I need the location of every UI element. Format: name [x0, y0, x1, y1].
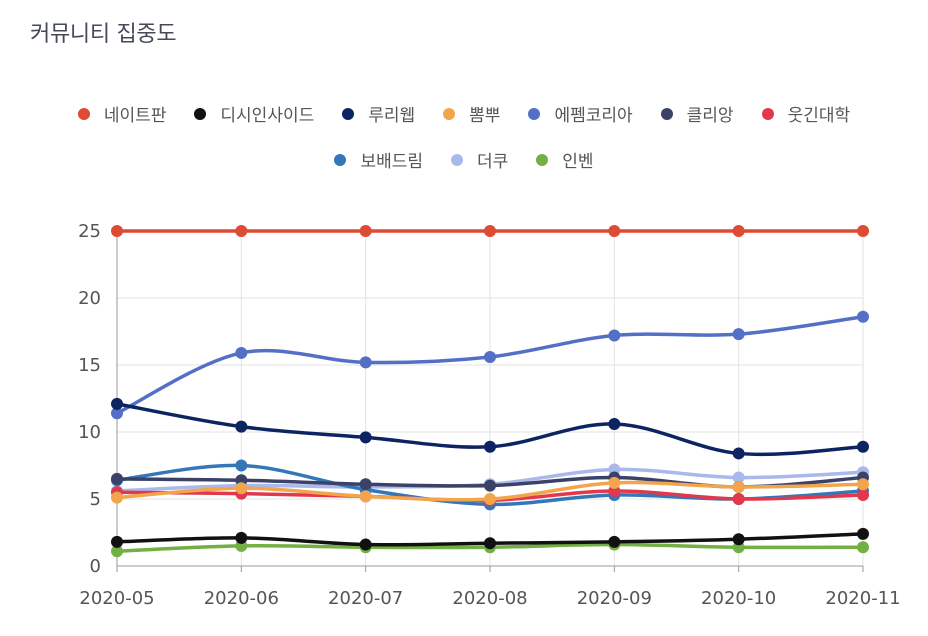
data-point — [732, 328, 745, 341]
x-tick-label: 2020-09 — [577, 588, 652, 609]
legend-marker — [761, 107, 774, 120]
legend-item[interactable]: 디시인사이드 — [194, 101, 314, 126]
legend-label: 더쿠 — [477, 152, 509, 172]
x-tick-label: 2020-11 — [825, 588, 900, 609]
y-tick-label: 20 — [78, 288, 101, 309]
data-point — [484, 440, 496, 453]
legend-label: 네이트판 — [103, 106, 167, 126]
y-tick-label: 5 — [90, 489, 101, 510]
data-point — [732, 447, 745, 460]
legend-item[interactable]: 인벤 — [536, 147, 594, 172]
data-point — [732, 471, 745, 484]
data-point — [235, 482, 248, 495]
legend-marker — [528, 107, 541, 120]
legend-item[interactable]: 에펨코리아 — [528, 101, 633, 126]
y-tick-label: 15 — [78, 355, 101, 376]
data-point — [732, 533, 745, 546]
data-point — [484, 493, 496, 505]
data-point — [111, 491, 123, 504]
data-point — [608, 417, 621, 430]
data-point — [732, 480, 745, 493]
data-point — [484, 350, 496, 363]
data-point — [732, 225, 745, 237]
data-point — [235, 225, 248, 237]
data-point — [359, 478, 372, 491]
data-point — [359, 356, 372, 369]
data-point — [111, 225, 123, 237]
legend-item[interactable]: 뽐뿌 — [443, 101, 500, 126]
data-point — [359, 538, 372, 551]
legend-item[interactable]: 보배드림 — [334, 147, 423, 172]
y-tick-label: 0 — [90, 556, 101, 577]
data-point — [857, 310, 869, 323]
data-point — [732, 493, 745, 505]
data-point — [857, 541, 869, 554]
legend-label: 뽐뿌 — [469, 106, 501, 126]
data-point — [857, 527, 869, 540]
legend-label: 웃긴대학 — [787, 106, 851, 126]
legend-row-1: 네이트판 디시인사이드 루리웹 뽐뿌 에펨코리아 클리앙 웃긴대학 — [0, 101, 928, 126]
legend-marker — [342, 107, 355, 120]
series-group — [111, 225, 869, 237]
data-point — [235, 346, 248, 359]
legend-row-2: 보배드림 더쿠 인벤 — [0, 147, 928, 172]
data-point — [857, 478, 869, 491]
y-tick-label: 10 — [78, 422, 101, 443]
series-group — [111, 476, 869, 505]
data-point — [608, 476, 621, 489]
chart-title: 커뮤니티 집중도 — [30, 22, 177, 47]
data-point — [608, 329, 621, 342]
legend-item[interactable]: 루리웹 — [342, 101, 415, 126]
data-point — [111, 472, 123, 485]
data-point — [359, 431, 372, 444]
data-point — [235, 459, 248, 472]
data-point — [111, 545, 123, 558]
legend-marker — [194, 107, 207, 120]
legend-marker — [77, 107, 90, 120]
data-point — [111, 535, 123, 548]
legend-label: 보배드림 — [360, 152, 423, 172]
data-point — [484, 225, 496, 237]
data-point — [857, 225, 869, 237]
legend-label: 루리웹 — [368, 106, 416, 126]
data-point — [484, 537, 496, 550]
data-point — [235, 531, 248, 544]
legend-item[interactable]: 클리앙 — [660, 101, 734, 126]
legend-marker — [443, 107, 456, 120]
data-point — [111, 407, 123, 420]
data-point — [857, 440, 869, 453]
series-group — [111, 397, 869, 460]
legend-item[interactable]: 웃긴대학 — [761, 101, 851, 126]
legend-label: 인벤 — [562, 152, 594, 172]
legend-label: 클리앙 — [686, 106, 734, 126]
series-group — [111, 527, 869, 551]
legend-label: 에펨코리아 — [554, 106, 633, 126]
legend-marker — [536, 153, 549, 166]
legend-marker — [334, 153, 347, 166]
data-point — [484, 479, 496, 492]
legend-item[interactable]: 더쿠 — [451, 147, 508, 172]
x-tick-label: 2020-07 — [328, 588, 403, 609]
x-tick-label: 2020-08 — [452, 588, 527, 609]
legend-label: 디시인사이드 — [220, 106, 315, 126]
data-point — [235, 420, 248, 433]
y-tick-label: 25 — [78, 221, 101, 242]
legend-item[interactable]: 네이트판 — [77, 101, 167, 126]
data-point — [608, 225, 621, 237]
x-tick-label: 2020-05 — [79, 588, 154, 609]
legend-marker — [451, 153, 463, 166]
data-point — [608, 535, 621, 548]
data-point — [111, 397, 123, 410]
data-point — [857, 488, 869, 501]
legend-marker — [660, 107, 673, 120]
x-tick-label: 2020-06 — [204, 588, 279, 609]
data-point — [359, 490, 372, 503]
data-point — [359, 225, 372, 237]
x-tick-label: 2020-10 — [701, 588, 776, 609]
series-group — [111, 310, 869, 420]
